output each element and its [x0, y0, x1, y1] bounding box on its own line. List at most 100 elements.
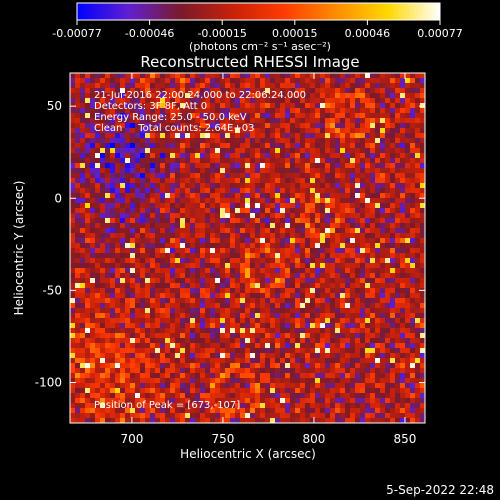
heatmap-cell — [345, 198, 350, 203]
heatmap-cell — [245, 183, 250, 188]
heatmap-cell — [110, 133, 115, 138]
heatmap-cell — [110, 288, 115, 293]
heatmap-cell — [300, 148, 305, 153]
heatmap-cell — [390, 298, 395, 303]
heatmap-cell — [210, 178, 215, 183]
heatmap-cell — [135, 213, 140, 218]
heatmap-cell — [270, 118, 275, 123]
heatmap-cell — [250, 378, 255, 383]
heatmap-cell — [75, 228, 80, 233]
heatmap-cell — [395, 138, 400, 143]
heatmap-cell — [215, 373, 220, 378]
heatmap-cell — [210, 193, 215, 198]
heatmap-cell — [115, 323, 120, 328]
heatmap-cell — [245, 223, 250, 228]
heatmap-cell — [185, 98, 190, 103]
heatmap-cell — [70, 383, 75, 388]
heatmap-cell — [140, 388, 145, 393]
heatmap-cell — [185, 303, 190, 308]
heatmap-cell — [185, 268, 190, 273]
heatmap-cell — [135, 178, 140, 183]
heatmap-cell — [395, 403, 400, 408]
heatmap-cell — [135, 123, 140, 128]
heatmap-cell — [140, 298, 145, 303]
heatmap-cell — [165, 233, 170, 238]
heatmap-cell — [160, 408, 165, 413]
heatmap-cell — [160, 398, 165, 403]
heatmap-cell — [190, 238, 195, 243]
heatmap-cell — [170, 273, 175, 278]
heatmap-cell — [225, 393, 230, 398]
heatmap-cell — [215, 268, 220, 273]
heatmap-cell — [250, 348, 255, 353]
heatmap-cell — [210, 118, 215, 123]
heatmap-cell — [265, 413, 270, 418]
heatmap-cell — [165, 183, 170, 188]
heatmap-cell — [80, 83, 85, 88]
heatmap-cell — [95, 153, 100, 158]
heatmap-cell — [355, 328, 360, 333]
heatmap-cell — [200, 293, 205, 298]
heatmap-cell — [295, 193, 300, 198]
heatmap-cell — [255, 173, 260, 178]
heatmap-cell — [310, 358, 315, 363]
heatmap-cell — [265, 158, 270, 163]
heatmap-cell — [255, 183, 260, 188]
heatmap-cell — [335, 268, 340, 273]
heatmap-cell — [265, 398, 270, 403]
heatmap-cell — [365, 208, 370, 213]
heatmap-cell — [360, 248, 365, 253]
heatmap-cell — [90, 368, 95, 373]
heatmap-cell — [305, 328, 310, 333]
heatmap-cell — [160, 233, 165, 238]
heatmap-cell — [315, 88, 320, 93]
heatmap-cell — [360, 178, 365, 183]
heatmap-cell — [155, 388, 160, 393]
heatmap-cell — [335, 323, 340, 328]
heatmap-cell — [135, 358, 140, 363]
heatmap-cell — [85, 313, 90, 318]
heatmap-cell — [165, 408, 170, 413]
heatmap-cell — [180, 253, 185, 258]
heatmap-cell — [180, 388, 185, 393]
heatmap-cell — [290, 218, 295, 223]
heatmap-cell — [315, 398, 320, 403]
heatmap-cell — [385, 348, 390, 353]
heatmap-cell — [210, 413, 215, 418]
heatmap-cell — [280, 368, 285, 373]
heatmap-cell — [105, 123, 110, 128]
heatmap-cell — [290, 93, 295, 98]
heatmap-cell — [355, 388, 360, 393]
heatmap-cell — [375, 348, 380, 353]
heatmap-cell — [300, 253, 305, 258]
heatmap-cell — [75, 103, 80, 108]
heatmap-cell — [410, 393, 415, 398]
heatmap-cell — [390, 288, 395, 293]
heatmap-cell — [325, 168, 330, 173]
heatmap-cell — [185, 398, 190, 403]
heatmap-cell — [245, 338, 250, 343]
heatmap-cell — [400, 373, 405, 378]
heatmap-cell — [400, 313, 405, 318]
heatmap-cell — [380, 258, 385, 263]
heatmap-cell — [300, 378, 305, 383]
heatmap-cell — [170, 418, 175, 423]
heatmap-cell — [190, 303, 195, 308]
heatmap-cell — [200, 333, 205, 338]
heatmap-cell — [355, 123, 360, 128]
heatmap-cell — [415, 368, 420, 373]
heatmap-cell — [400, 103, 405, 108]
heatmap-cell — [125, 213, 130, 218]
heatmap-cell — [95, 378, 100, 383]
heatmap-cell — [245, 153, 250, 158]
heatmap-cell — [190, 343, 195, 348]
heatmap-cell — [290, 193, 295, 198]
heatmap-cell — [130, 103, 135, 108]
heatmap-cell — [245, 318, 250, 323]
heatmap-cell — [175, 218, 180, 223]
heatmap-cell — [410, 408, 415, 413]
heatmap-cell — [345, 298, 350, 303]
heatmap-cell — [415, 233, 420, 238]
heatmap-cell — [185, 313, 190, 318]
heatmap-cell — [330, 248, 335, 253]
